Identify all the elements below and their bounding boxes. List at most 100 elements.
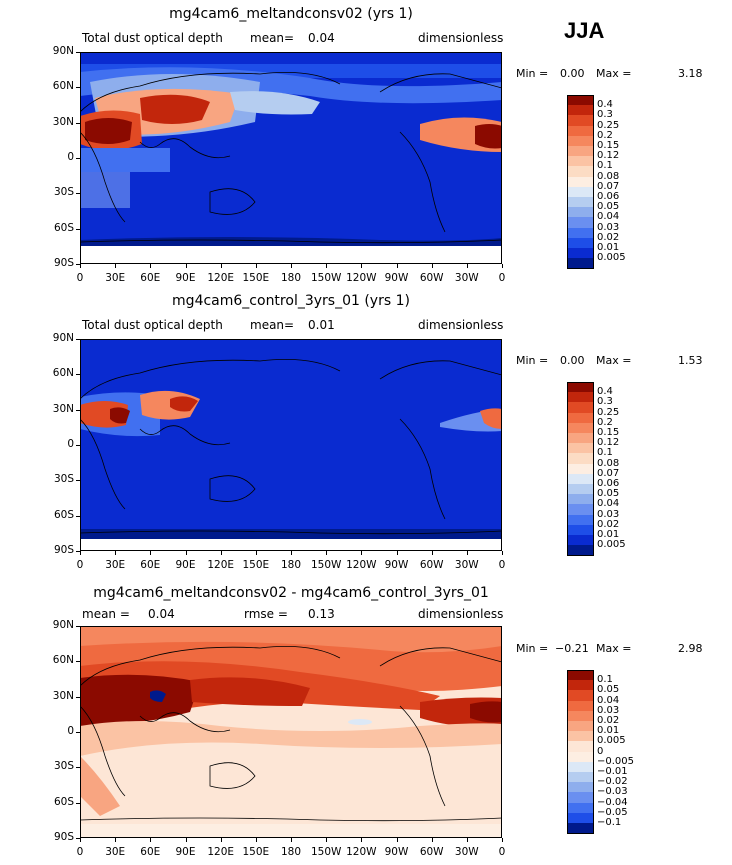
panel-3-mean-label: mean = bbox=[82, 607, 130, 621]
lon-tick-mark bbox=[502, 838, 503, 842]
colorbar-level-label: 0.15 bbox=[597, 427, 620, 438]
colorbar-swatch bbox=[567, 484, 593, 495]
colorbar-level-label: 0.3 bbox=[597, 109, 613, 121]
lat-tick-mark bbox=[76, 696, 80, 698]
lat-tick-label: 90S bbox=[53, 544, 74, 556]
lon-tick-mark bbox=[150, 838, 152, 842]
lon-tick-label: 90E bbox=[175, 559, 196, 571]
colorbar-level-label: 0.05 bbox=[597, 488, 620, 500]
colorbar-swatch bbox=[567, 680, 593, 691]
lon-tick-mark bbox=[431, 838, 433, 842]
colorbar-level-label: 0.4 bbox=[597, 386, 613, 398]
panel-2-title: mg4cam6_control_3yrs_01 (yrs 1) bbox=[172, 293, 410, 309]
lat-tick-label: 60N bbox=[52, 367, 74, 380]
lon-tick-mark bbox=[220, 264, 222, 268]
panel-3-max-label: Max = bbox=[596, 642, 632, 655]
panel-3-map bbox=[80, 626, 502, 838]
lon-tick-label: 60W bbox=[419, 559, 444, 571]
colorbar-level-label: 0.25 bbox=[597, 119, 620, 131]
colorbar-swatch bbox=[567, 812, 593, 824]
lat-tick-mark bbox=[76, 767, 80, 769]
colorbar-swatch bbox=[567, 176, 593, 188]
lat-tick-label: 60S bbox=[53, 221, 74, 234]
lon-tick-mark bbox=[326, 838, 328, 842]
lat-tick-mark bbox=[76, 158, 80, 159]
panel-1-title: mg4cam6_meltandconsv02 (yrs 1) bbox=[169, 6, 413, 22]
lat-tick-mark bbox=[76, 228, 80, 230]
colorbar-swatch bbox=[567, 761, 593, 773]
lat-tick-label: 30N bbox=[52, 689, 74, 702]
panel-1-map bbox=[80, 52, 502, 264]
lat-tick-label: 60S bbox=[53, 508, 74, 521]
colorbar-frame bbox=[567, 670, 594, 835]
panel-2-max-value: 1.53 bbox=[678, 354, 703, 367]
lat-tick-label: 90S bbox=[53, 831, 74, 843]
panel-2-mean-label: mean= bbox=[250, 318, 295, 332]
lon-tick-label: 30E bbox=[105, 272, 126, 284]
lon-tick-label: 0 bbox=[76, 559, 84, 571]
colorbar-swatch bbox=[567, 217, 593, 228]
panel-2-left-label: Total dust optical depth bbox=[82, 318, 223, 332]
colorbar-level-label: 0.08 bbox=[597, 170, 620, 182]
panel-1-min-value: 0.00 bbox=[560, 67, 585, 80]
colorbar-level-label: 0.07 bbox=[597, 467, 620, 479]
colorbar-level-label: 0.15 bbox=[597, 140, 620, 151]
lon-tick-label: 90E bbox=[175, 272, 196, 284]
lon-tick-mark bbox=[361, 838, 363, 842]
lon-tick-label: 60W bbox=[419, 846, 444, 858]
panel-1-mean-label: mean= bbox=[250, 31, 295, 45]
colorbar-swatch bbox=[567, 135, 593, 147]
colorbar-swatch bbox=[567, 524, 593, 536]
lon-tick-label: 90W bbox=[384, 559, 409, 571]
panel-1-min-label: Min = bbox=[516, 67, 549, 80]
lon-tick-label: 180 bbox=[280, 559, 302, 571]
lon-tick-mark bbox=[431, 264, 433, 268]
panel-1-units: dimensionless bbox=[418, 31, 504, 45]
colorbar-swatch bbox=[567, 237, 593, 249]
lon-tick-mark bbox=[185, 838, 187, 842]
lon-tick-label: 90W bbox=[384, 272, 409, 284]
colorbar-swatch bbox=[567, 535, 593, 546]
lon-tick-mark bbox=[502, 551, 503, 555]
colorbar-swatch bbox=[567, 721, 593, 732]
panel-2-coastlines bbox=[80, 358, 502, 535]
colorbar-swatch bbox=[567, 802, 593, 814]
lon-tick-mark bbox=[502, 264, 503, 268]
panel-3-mean-value: 0.04 bbox=[148, 607, 175, 621]
colorbar-level-label: 0.12 bbox=[597, 150, 620, 162]
lat-tick-label: 90S bbox=[53, 257, 74, 269]
lon-tick-mark bbox=[326, 551, 328, 555]
colorbar-level-label: 0.04 bbox=[597, 498, 620, 510]
lon-tick-mark bbox=[396, 838, 398, 842]
lon-tick-label: 120E bbox=[207, 272, 235, 284]
lon-tick-label: 150W bbox=[310, 846, 342, 858]
lon-tick-label: 30W bbox=[454, 272, 479, 284]
colorbar-swatch bbox=[567, 95, 593, 106]
lat-tick-label: 90N bbox=[52, 45, 74, 57]
colorbar-level-label: 0.4 bbox=[597, 99, 613, 111]
colorbar-swatch bbox=[567, 741, 593, 752]
lat-tick-label: 30N bbox=[52, 402, 74, 415]
colorbar-level-label: −0.02 bbox=[597, 776, 628, 788]
colorbar-level-label: −0.04 bbox=[597, 796, 628, 808]
colorbar-swatch bbox=[567, 105, 593, 116]
lon-tick-mark bbox=[291, 838, 292, 842]
colorbar-swatch bbox=[567, 710, 593, 722]
colorbar-swatch bbox=[567, 258, 593, 269]
lat-tick-mark bbox=[76, 374, 80, 376]
lon-tick-label: 60W bbox=[419, 272, 444, 284]
colorbar-level-label: −0.005 bbox=[597, 755, 635, 767]
panel-2-max-label: Max = bbox=[596, 354, 632, 367]
colorbar-level-label: 0.2 bbox=[597, 129, 613, 141]
lon-tick-mark bbox=[185, 551, 187, 555]
colorbar-swatch bbox=[567, 402, 593, 413]
lon-tick-mark bbox=[396, 264, 398, 268]
colorbar-level-label: 0.01 bbox=[597, 242, 620, 253]
colorbar-swatch bbox=[567, 443, 593, 454]
colorbar-level-label: 0.1 bbox=[597, 160, 613, 172]
colorbar-swatch bbox=[567, 545, 593, 556]
lon-tick-label: 120W bbox=[346, 272, 377, 284]
lon-tick-label: 30W bbox=[454, 846, 479, 858]
lon-tick-mark bbox=[255, 264, 257, 268]
colorbar-swatch bbox=[567, 146, 593, 157]
